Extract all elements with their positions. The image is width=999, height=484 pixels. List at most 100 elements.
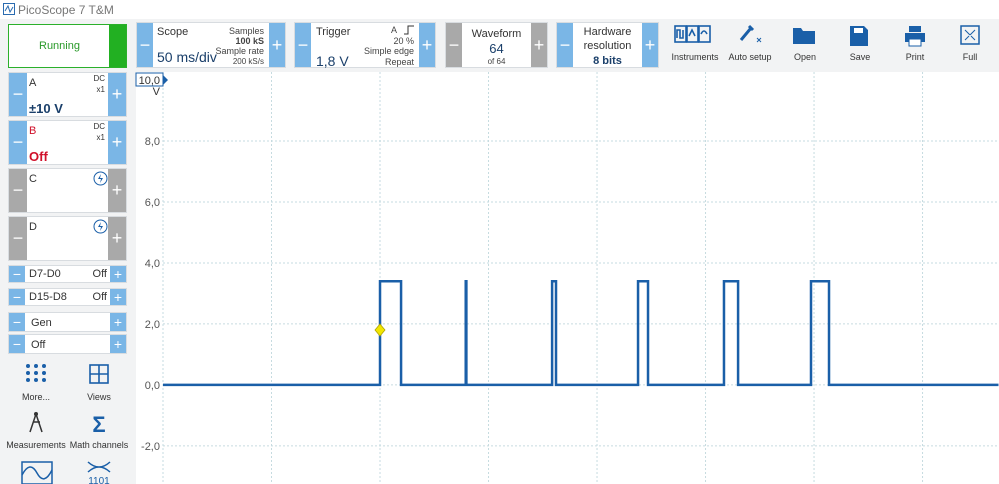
trigger-panel: − + Trigger 1,8 V A 20 % Simple edge Rep… [294, 22, 436, 69]
minus-button[interactable]: − [9, 73, 27, 116]
plus-button[interactable]: + [269, 23, 285, 67]
channel-b[interactable]: − + B DC x1 Off [8, 120, 127, 165]
channel-a[interactable]: − + A DC x1 ±10 V [8, 72, 127, 117]
digital-d15-d8[interactable]: − + D15-D8 Off [8, 288, 127, 306]
scope-panel: − + Scope 50 ms/div Samples 100 kS Sampl… [136, 22, 286, 68]
minus-button[interactable]: − [446, 23, 462, 67]
trigger-label: Trigger [316, 26, 351, 38]
plus-button[interactable]: + [108, 73, 126, 116]
plot-area [136, 72, 999, 484]
resolution-value: 8 bits [593, 55, 622, 67]
minus-button[interactable]: − [557, 23, 573, 67]
channel-d[interactable]: − + D [8, 216, 127, 261]
y-tick-label: -2,0 [141, 441, 160, 453]
resolution-label: Hardware resolution [583, 26, 632, 52]
timebase: 50 ms/div [157, 49, 217, 65]
sidebar-button-label[interactable]: Math channels [69, 440, 129, 450]
minus-button[interactable]: − [9, 335, 25, 353]
generator-state-panel[interactable]: − + Off [8, 334, 127, 354]
generator-state: Off [31, 339, 46, 351]
toolbar-button-label[interactable]: Print [905, 52, 925, 62]
sidebar-button-label[interactable]: More... [21, 392, 50, 402]
minus-button[interactable]: − [9, 266, 25, 282]
plus-button[interactable]: + [110, 335, 126, 353]
channel-name: A [29, 77, 37, 89]
toolbar-button-label[interactable]: Save [849, 52, 871, 62]
minus-button[interactable]: − [9, 313, 25, 331]
probe: x1 [96, 85, 105, 94]
run-label: Running [39, 40, 80, 52]
channel-range: ±10 V [29, 101, 63, 116]
edge-icon [404, 25, 414, 35]
trigger-percent: 20 % [393, 36, 414, 46]
minus-button[interactable]: − [9, 289, 25, 305]
toolbar-button-label[interactable]: Full [962, 52, 978, 62]
toolbar-button-label[interactable]: Open [793, 52, 817, 62]
probe-icon [93, 219, 108, 234]
samples: 100 kS [235, 36, 264, 46]
digital-name: D7-D0 [29, 268, 61, 280]
plus-button[interactable]: + [110, 289, 126, 305]
minus-button[interactable]: − [9, 169, 27, 212]
waveform-panel: − + Waveform 64 of 64 [445, 22, 548, 68]
toolbar-icons [674, 24, 980, 47]
plus-button[interactable]: + [108, 169, 126, 212]
channel-range: Off [29, 149, 48, 164]
sidebar-icons: Σ 1101 [21, 364, 111, 484]
coupling: DC [93, 74, 105, 83]
y-unit: V [153, 86, 161, 98]
plus-button[interactable]: + [419, 23, 435, 67]
plus-button[interactable]: + [108, 121, 126, 164]
channel-name: D [29, 221, 37, 233]
probe-icon [93, 171, 108, 186]
trigger-channel: A [390, 25, 397, 35]
y-tick-label: 0,0 [145, 380, 160, 392]
channel-name: C [29, 173, 37, 185]
digital-d7-d0[interactable]: − + D7-D0 Off [8, 265, 127, 283]
channel-c[interactable]: − + C [8, 168, 127, 213]
plus-button[interactable]: + [110, 266, 126, 282]
digital-state: Off [92, 291, 107, 303]
waveform-count: of 64 [487, 57, 506, 66]
sidebar-button-label[interactable]: Measurements [6, 440, 66, 450]
svg-text:1101: 1101 [88, 476, 110, 484]
plus-button[interactable]: + [108, 217, 126, 260]
sidebar-button-label[interactable]: Views [87, 392, 111, 402]
rate-label: Sample rate [215, 46, 264, 56]
trigger-marker[interactable] [374, 323, 386, 337]
sample-rate: 200 kS/s [232, 57, 264, 66]
plus-button[interactable]: + [110, 313, 126, 331]
title-bar: PicoScope 7 T&M [0, 0, 999, 19]
y-tick-label: 6,0 [145, 197, 160, 209]
resolution-panel: − + Hardware resolution 8 bits [556, 22, 659, 68]
app-icon [3, 3, 15, 15]
minus-button[interactable]: − [137, 23, 153, 67]
generator[interactable]: − + Gen [8, 312, 127, 332]
trigger-type: Simple edge [363, 46, 414, 56]
run-button[interactable]: Running [8, 24, 127, 68]
waveform-label: Waveform [471, 28, 522, 40]
generator-label: Gen [31, 317, 52, 329]
trigger-level: 1,8 V [316, 53, 349, 69]
plus-button[interactable]: + [642, 23, 658, 67]
y-tick-label: 10,0 [139, 75, 160, 87]
digital-state: Off [92, 268, 107, 280]
minus-button[interactable]: − [9, 121, 27, 164]
axis-scale-arrow [163, 75, 168, 85]
y-tick-label: 4,0 [145, 258, 160, 270]
minus-button[interactable]: − [9, 217, 27, 260]
samples-label: Samples [228, 26, 264, 36]
run-indicator [109, 25, 126, 67]
toolbar-button-label[interactable]: Instruments [671, 52, 719, 62]
trigger-mode: Repeat [384, 57, 414, 67]
scope-label: Scope [157, 26, 189, 38]
svg-text:Σ: Σ [92, 412, 105, 437]
digital-name: D15-D8 [29, 291, 67, 303]
minus-button[interactable]: − [295, 23, 311, 67]
toolbar-button-label[interactable]: Auto setup [728, 52, 772, 62]
channel-name: B [29, 125, 37, 137]
y-tick-label: 8,0 [145, 136, 160, 148]
plus-button[interactable]: + [531, 23, 547, 67]
